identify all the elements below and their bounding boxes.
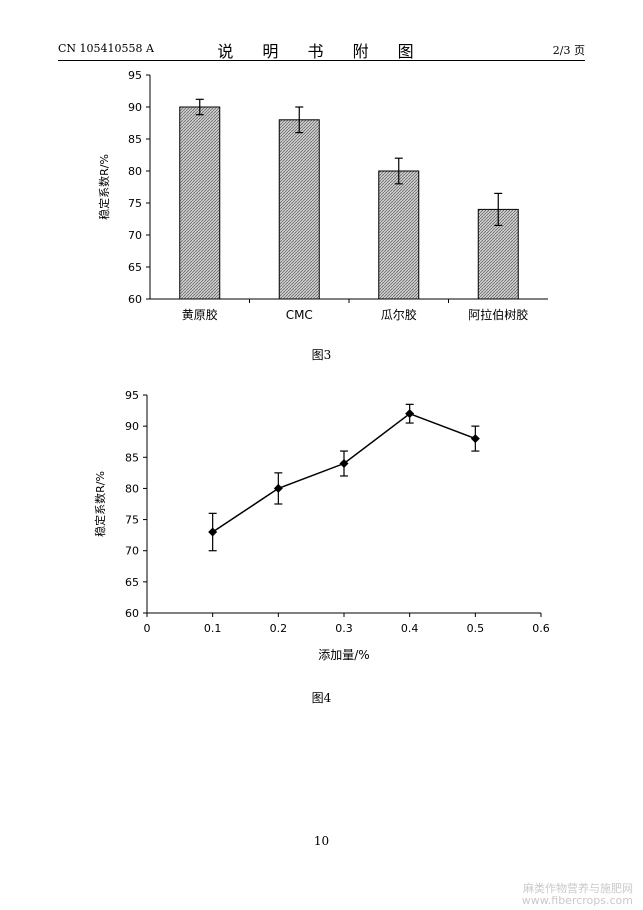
y-tick-label: 95 bbox=[128, 69, 142, 82]
y-tick-label: 80 bbox=[125, 482, 139, 495]
y-tick-label: 95 bbox=[125, 389, 139, 402]
y-tick-label: 85 bbox=[125, 451, 139, 464]
y-tick-label: 75 bbox=[125, 514, 139, 527]
page-of: 2/3 页 bbox=[552, 44, 585, 57]
category-label: 瓜尔胶 bbox=[381, 307, 417, 322]
data-point bbox=[405, 409, 415, 419]
category-label: CMC bbox=[286, 308, 313, 322]
doc-number: CN 105410558 A bbox=[58, 42, 154, 55]
y-axis-label: 稳定系数R/% bbox=[93, 471, 107, 537]
doc-title: 说 明 书 附 图 bbox=[217, 42, 426, 61]
y-tick-label: 60 bbox=[128, 293, 142, 306]
data-point bbox=[273, 483, 283, 493]
x-tick-label: 0.4 bbox=[401, 622, 419, 635]
bar-chart-stability: 60 65 70 75 80 85 90 95 黄原胶 CMC 瓜尔胶 阿拉伯树胶 稳定系数R/% bbox=[97, 69, 548, 322]
bar bbox=[179, 106, 221, 300]
x-tick-label: 0.6 bbox=[532, 622, 550, 635]
y-tick-label: 75 bbox=[128, 197, 142, 210]
watermark-cn: 麻类作物营养与施肥网 bbox=[523, 882, 633, 895]
bar bbox=[378, 170, 420, 300]
y-tick-label: 65 bbox=[128, 261, 142, 274]
x-tick-label: 0 bbox=[144, 622, 151, 635]
y-tick-label: 90 bbox=[125, 420, 139, 433]
y-tick-label: 80 bbox=[128, 165, 142, 178]
line-chart-dosage: 60 65 70 75 80 85 90 95 0 0.1 0.2 0.3 0.4 0.5 0.6 稳定系数R… bbox=[93, 389, 550, 662]
bar bbox=[278, 119, 320, 300]
y-tick-label: 85 bbox=[128, 133, 142, 146]
x-tick-label: 0.2 bbox=[270, 622, 288, 635]
header-rule bbox=[58, 60, 585, 61]
category-label: 阿拉伯树胶 bbox=[468, 307, 528, 322]
x-tick-label: 0.3 bbox=[335, 622, 353, 635]
y-tick-label: 70 bbox=[125, 545, 139, 558]
figure-3-caption: 图3 bbox=[311, 348, 332, 362]
y-axis-label: 稳定系数R/% bbox=[97, 154, 111, 220]
watermark-url: www.fibercrops.com bbox=[521, 894, 633, 907]
y-tick-label: 60 bbox=[125, 607, 139, 620]
page-number: 10 bbox=[313, 834, 330, 848]
x-axis-label: 添加量/% bbox=[318, 648, 369, 662]
x-tick-label: 0.1 bbox=[204, 622, 222, 635]
page-header: CN 105410558 A 说 明 书 附 图 2/3 页 bbox=[58, 38, 585, 61]
y-tick-label: 65 bbox=[125, 576, 139, 589]
figure-4-caption: 图4 bbox=[311, 691, 332, 705]
x-tick-label: 0.5 bbox=[467, 622, 485, 635]
y-tick-label: 90 bbox=[128, 101, 142, 114]
data-point bbox=[208, 527, 218, 537]
data-point bbox=[339, 459, 349, 469]
category-label: 黄原胶 bbox=[182, 307, 218, 322]
data-point bbox=[470, 434, 480, 444]
y-tick-label: 70 bbox=[128, 229, 142, 242]
